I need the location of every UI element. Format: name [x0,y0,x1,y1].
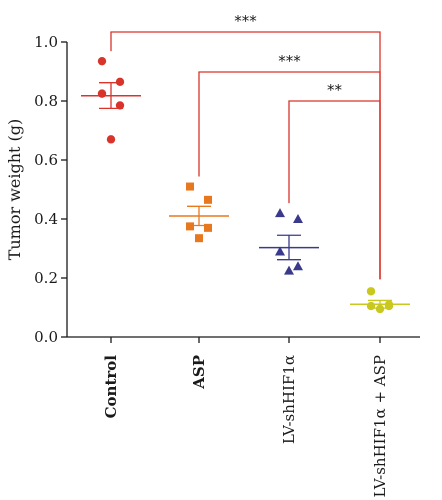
data-point [186,182,194,191]
data-point [366,301,376,311]
significance-label: *** [278,52,301,70]
significance-label: ** [327,81,343,99]
data-point [375,304,385,314]
data-point [106,135,116,144]
data-point [293,214,303,223]
data-point [293,261,303,271]
data-point [186,222,194,231]
data-point [115,101,125,110]
data-point [115,77,125,87]
data-point [384,301,394,311]
data-point [204,195,212,204]
x-category-label: Control [102,355,120,419]
significance-label: *** [234,12,257,30]
y-axis-title: Tumor weight (g) [5,119,24,261]
data-point [97,89,107,98]
y-tick-label: 0.2 [34,269,58,287]
data-point [195,234,203,243]
data-point [204,223,212,232]
y-tick-label: 1.0 [34,33,58,51]
x-category-label: LV-shHIF1α + ASP [371,355,389,497]
y-tick-label: 0.8 [34,92,58,110]
significance-bracket [288,100,381,280]
y-tick-label: 0.4 [34,210,58,228]
y-tick-label: 0.6 [34,151,58,169]
x-category-label: ASP [190,355,208,390]
y-tick-label: 0.0 [34,328,58,346]
data-point [284,265,294,275]
data-point [275,246,285,256]
x-category-label: LV-shHIF1α [280,355,298,444]
data-point [275,208,285,218]
data-point [97,56,107,66]
data-point [366,287,376,296]
significance-bracket [110,31,381,280]
